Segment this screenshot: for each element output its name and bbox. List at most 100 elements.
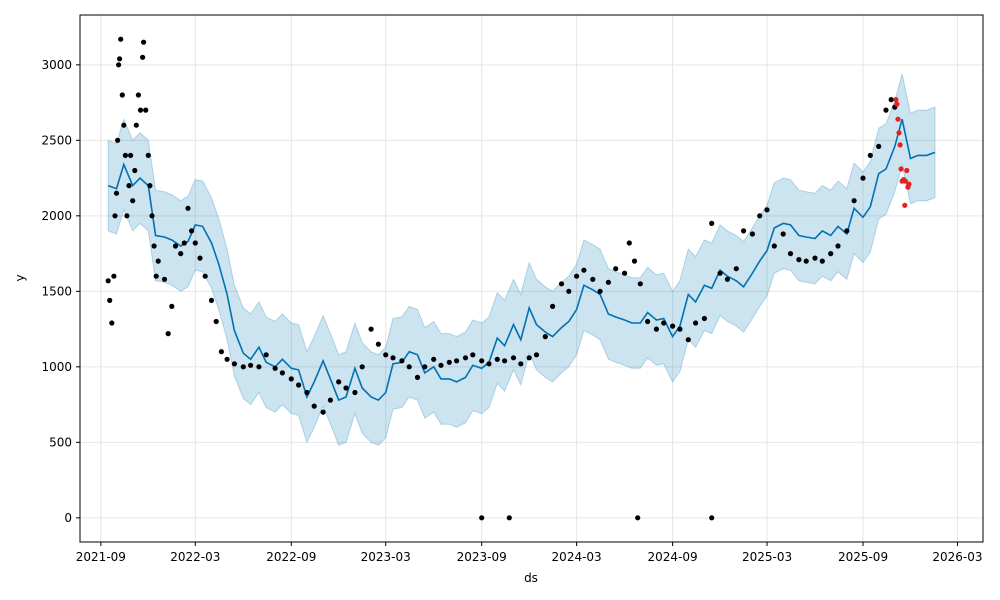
observed-point <box>145 152 151 158</box>
forecast-path <box>107 118 936 402</box>
observed-point <box>116 62 122 68</box>
observed-point <box>153 273 159 279</box>
observed-point <box>118 36 124 42</box>
observed-point <box>637 281 643 287</box>
observed-point <box>327 397 333 403</box>
observed-point <box>494 356 500 362</box>
observed-point <box>140 54 146 60</box>
observed-point <box>231 361 237 367</box>
observed-point <box>149 213 155 219</box>
observed-point <box>296 382 302 388</box>
x-axis-label: ds <box>524 571 538 585</box>
observed-point <box>653 326 660 332</box>
observed-point <box>279 370 285 376</box>
observed-point <box>117 56 123 62</box>
y-tick-label: 3000 <box>41 58 72 72</box>
observed-point <box>470 352 476 358</box>
observed-point <box>622 270 628 276</box>
observed-point <box>438 362 444 368</box>
observed-point <box>161 276 168 282</box>
observed-point <box>835 243 841 249</box>
observed-point <box>240 364 246 370</box>
x-tick-label: 2023-03 <box>361 550 411 564</box>
observed-point <box>224 356 230 362</box>
observed-point <box>597 288 603 294</box>
observed-point <box>446 359 452 365</box>
y-axis-label: y <box>13 274 27 281</box>
observed-point <box>590 276 596 282</box>
observed-point <box>851 198 857 204</box>
observed-point <box>479 358 485 364</box>
observed-point <box>888 97 894 103</box>
observed-point <box>422 364 428 370</box>
x-tick-label: 2026-03 <box>932 550 982 564</box>
observed-point <box>390 355 396 361</box>
observed-point <box>113 190 120 196</box>
observed-point <box>741 228 747 234</box>
observed-point <box>320 409 326 415</box>
observed-point <box>414 374 421 380</box>
test-point <box>895 116 901 122</box>
observed-point <box>677 326 683 332</box>
y-tick-label: 500 <box>49 435 72 449</box>
observed-point <box>771 243 777 249</box>
observed-point <box>185 205 191 211</box>
observed-point <box>128 152 134 158</box>
observed-point <box>526 355 532 361</box>
observed-point <box>165 331 171 337</box>
observed-point <box>192 240 198 246</box>
observed-point <box>141 39 147 45</box>
observed-point <box>343 385 349 391</box>
test-point <box>893 97 899 103</box>
observed-point <box>375 341 381 347</box>
observed-point <box>115 137 121 143</box>
y-tick-label: 2500 <box>41 133 72 147</box>
observed-point <box>812 255 818 261</box>
observed-points <box>105 36 898 521</box>
observed-point <box>431 356 437 362</box>
observed-point <box>670 323 676 329</box>
observed-point <box>486 361 492 367</box>
observed-point <box>197 255 203 261</box>
observed-point <box>119 92 125 98</box>
observed-point <box>311 403 317 409</box>
observed-point <box>533 352 540 358</box>
x-tick-label: 2022-09 <box>266 550 316 564</box>
observed-point <box>506 515 512 521</box>
observed-point <box>133 122 139 128</box>
observed-point <box>151 243 157 249</box>
observed-point <box>558 281 565 287</box>
observed-point <box>181 240 187 246</box>
observed-point <box>764 207 770 213</box>
observed-point <box>406 364 412 370</box>
observed-point <box>399 358 405 364</box>
test-point <box>902 178 908 184</box>
test-point <box>904 167 910 174</box>
observed-point <box>189 228 195 234</box>
observed-point <box>143 107 149 113</box>
observed-point <box>828 251 834 257</box>
observed-point <box>218 349 224 355</box>
observed-point <box>709 515 715 521</box>
observed-point <box>733 266 739 272</box>
observed-point <box>613 266 619 272</box>
test-point <box>898 166 904 172</box>
observed-point <box>479 515 485 521</box>
observed-point <box>780 231 786 237</box>
observed-point <box>860 175 866 181</box>
plot-frame <box>79 14 984 543</box>
observed-point <box>819 258 825 264</box>
y-tick-label: 0 <box>64 511 72 525</box>
x-axis: 2021-09 2022-03 2022-09 2023-03 2023-09 2024-… <box>76 542 983 564</box>
observed-point <box>248 362 254 368</box>
observed-point <box>635 515 641 521</box>
observed-point <box>542 334 548 340</box>
observed-point <box>155 258 161 264</box>
observed-point <box>876 143 882 149</box>
observed-point <box>645 318 651 325</box>
y-axis: 0 500 1000 1500 2000 2500 3000 <box>41 58 80 525</box>
observed-point <box>256 364 262 370</box>
observed-point <box>566 288 572 294</box>
observed-point <box>121 122 127 128</box>
